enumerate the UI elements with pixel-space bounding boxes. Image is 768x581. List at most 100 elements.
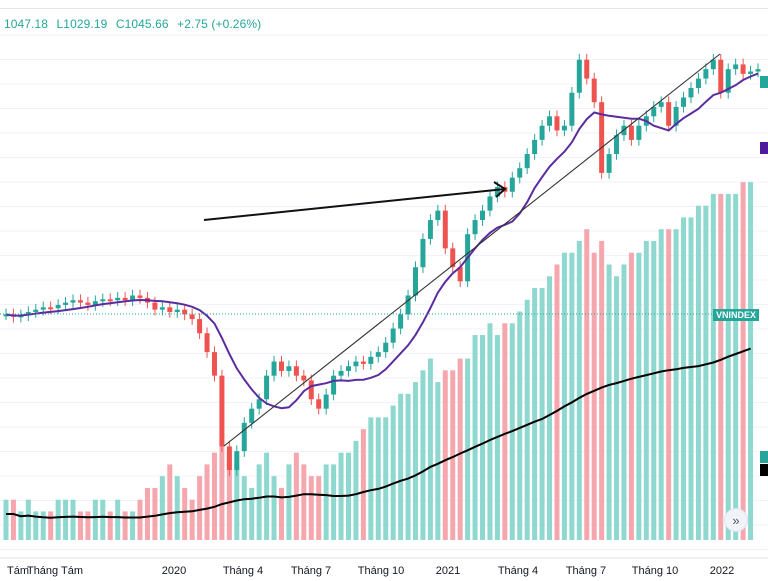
candle (636, 125, 642, 140)
candle (695, 78, 701, 89)
volume-bar (472, 335, 478, 540)
candle (681, 97, 687, 107)
volume-bar (77, 511, 83, 540)
volume-bar (457, 358, 463, 540)
right-price-marker-teal (760, 76, 768, 88)
volume-bar (10, 499, 16, 540)
candle (70, 300, 76, 303)
candle (413, 267, 419, 296)
volume-bar (40, 511, 46, 540)
candle (211, 352, 217, 376)
volume-bar (502, 323, 508, 540)
candle (442, 210, 448, 249)
candle (204, 333, 210, 353)
volume-bar (249, 487, 255, 540)
volume-bar (301, 464, 307, 540)
candle (323, 394, 329, 409)
volume-bar (524, 299, 530, 540)
candle (658, 102, 664, 107)
volume-bar (167, 464, 173, 540)
volume-bar (666, 229, 672, 540)
x-tick-label: Tháng 4 (223, 565, 263, 577)
x-tick-label: Tháng 4 (498, 565, 538, 577)
volume-bar (703, 205, 709, 540)
x-tick-label: Tháng Tám (27, 565, 83, 577)
candle (301, 375, 307, 381)
candle (688, 88, 694, 98)
candle (576, 59, 582, 93)
candle (472, 220, 478, 235)
candle (584, 59, 590, 79)
candle (755, 69, 761, 72)
candle (241, 422, 247, 452)
right-price-marker-purple (760, 142, 768, 154)
candle (338, 370, 344, 376)
volume-bar (48, 511, 54, 540)
volume-bar (599, 240, 605, 540)
candle (159, 307, 165, 310)
volume-bar (3, 499, 9, 540)
volume-bar (256, 464, 262, 540)
volume-bar (308, 476, 314, 540)
x-tick-label: Tám (7, 565, 29, 577)
candle (547, 116, 553, 126)
volume-bar (606, 264, 612, 540)
x-tick-label: 2022 (710, 565, 734, 577)
x-tick-label: 2020 (162, 565, 186, 577)
volume-bar (569, 252, 575, 540)
candle (405, 295, 411, 315)
volume-bar (182, 487, 188, 540)
candle (197, 319, 203, 334)
candle (92, 301, 98, 305)
candle (420, 238, 426, 268)
candle (256, 399, 262, 409)
x-tick-label: 2021 (436, 565, 460, 577)
candle (152, 302, 158, 310)
candle (710, 59, 716, 70)
candle (130, 295, 136, 301)
volume-bar (681, 217, 687, 540)
candle (77, 300, 83, 303)
volume-bar (435, 382, 441, 540)
volume-bar (219, 440, 225, 540)
candle (532, 139, 538, 155)
candle (55, 304, 61, 309)
candle (375, 352, 381, 357)
candle (48, 307, 54, 310)
candle (100, 299, 106, 302)
volume-bar (204, 464, 210, 540)
candle (733, 64, 739, 70)
volume-bar (733, 193, 739, 541)
volume-bar (658, 229, 664, 540)
volume-bar (55, 499, 61, 540)
candle (85, 302, 91, 305)
volume-bar (643, 240, 649, 540)
volume-bar (271, 476, 277, 540)
volume-bar (450, 370, 456, 540)
arrow-shaft[interactable] (203, 188, 506, 221)
volume-bar (413, 382, 419, 540)
volume-bar (487, 323, 493, 540)
price-moving-average (5, 72, 759, 410)
volume-bar (18, 511, 24, 540)
candle (435, 210, 441, 221)
volume-bar (159, 476, 165, 540)
volume-bar (621, 264, 627, 540)
volume-moving-average (6, 347, 751, 519)
candle (182, 309, 188, 315)
volume-bar (480, 335, 486, 540)
trend-line[interactable] (223, 53, 721, 447)
scroll-to-latest-button[interactable]: » (724, 508, 748, 532)
volume-bar (539, 288, 545, 540)
volume-bar (241, 476, 247, 540)
volume-bar (353, 440, 359, 540)
candle (264, 375, 270, 400)
volume-bar (130, 511, 136, 540)
volume-bar (152, 487, 158, 540)
candle (308, 380, 314, 400)
volume-bar (740, 182, 746, 540)
candle (517, 168, 523, 178)
candle (316, 399, 322, 409)
